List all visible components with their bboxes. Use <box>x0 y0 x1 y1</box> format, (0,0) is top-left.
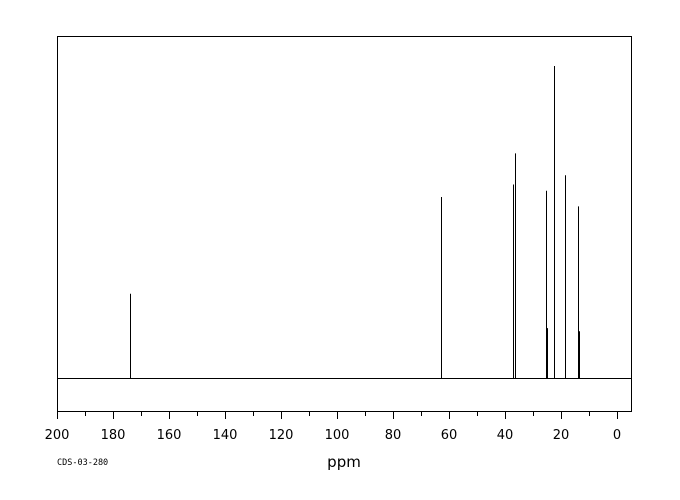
x-tick-label: 120 <box>269 428 294 443</box>
x-axis-ticks <box>57 412 618 419</box>
x-tick-label: 140 <box>213 428 238 443</box>
x-tick-label: 80 <box>385 428 402 443</box>
x-tick-label: 20 <box>553 428 570 443</box>
x-tick-label: 160 <box>157 428 182 443</box>
x-axis-tick-labels: 200 180 160 140 120 100 80 60 40 20 0 <box>45 428 622 443</box>
peak-group <box>130 66 580 378</box>
x-tick-label: 180 <box>101 428 126 443</box>
x-tick-label: 200 <box>45 428 70 443</box>
spectrum-code: CDS-03-280 <box>57 458 108 468</box>
x-tick-label: 100 <box>325 428 350 443</box>
x-axis-title: ppm <box>327 453 361 471</box>
x-tick-label: 0 <box>613 428 621 443</box>
x-tick-label: 60 <box>441 428 458 443</box>
x-tick-label: 40 <box>497 428 514 443</box>
plot-frame <box>57 36 632 412</box>
